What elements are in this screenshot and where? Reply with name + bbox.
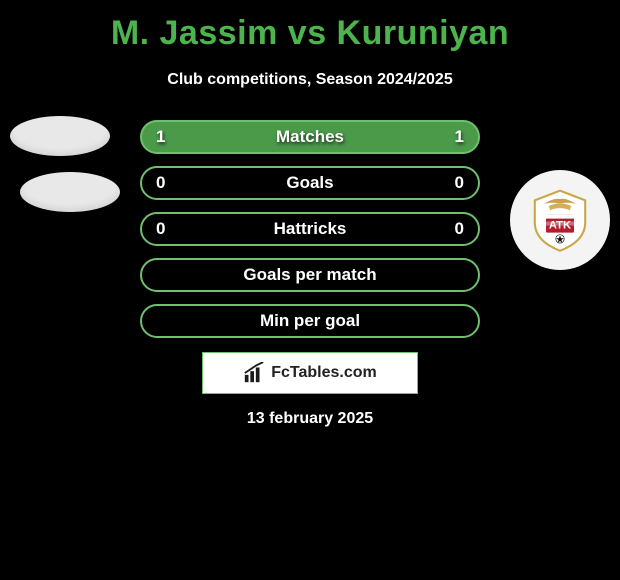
stat-left-value: 0 [156,219,165,239]
stat-row-min-per-goal: Min per goal [140,304,480,338]
stat-row-goals: 0 Goals 0 [140,166,480,200]
bars-icon [243,362,265,384]
stat-label: Matches [276,127,344,147]
stat-label: Goals [286,173,333,193]
stat-label: Min per goal [260,311,360,331]
player1-badge-bottom [20,172,120,212]
stat-right-value: 1 [455,127,464,147]
player2-club-crest: ATK [510,170,610,270]
date-label: 13 february 2025 [0,410,620,428]
stat-row-matches: 1 Matches 1 [140,120,480,154]
brand-badge: FcTables.com [202,352,418,394]
stat-left-value: 1 [156,127,165,147]
brand-text: FcTables.com [271,364,377,382]
svg-text:ATK: ATK [549,219,571,231]
stats-container: 1 Matches 1 0 Goals 0 0 Hattricks 0 Goal… [140,120,480,350]
page-title: M. Jassim vs Kuruniyan [0,0,620,53]
stat-left-value: 0 [156,173,165,193]
stat-label: Goals per match [243,265,376,285]
stat-right-value: 0 [455,219,464,239]
stat-right-value: 0 [455,173,464,193]
player1-badge-top [10,116,110,156]
stat-row-hattricks: 0 Hattricks 0 [140,212,480,246]
stat-row-goals-per-match: Goals per match [140,258,480,292]
stat-label: Hattricks [274,219,347,239]
page-subtitle: Club competitions, Season 2024/2025 [0,71,620,89]
